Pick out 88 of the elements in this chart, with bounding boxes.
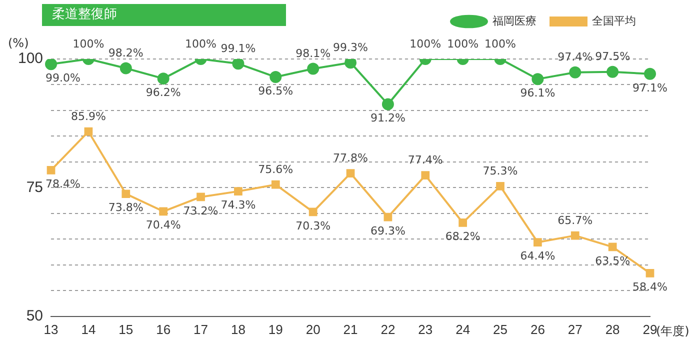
- data-label: 73.8%: [108, 201, 144, 214]
- data-label: 70.3%: [296, 219, 331, 232]
- data-label: 100%: [447, 37, 479, 50]
- x-tick-label: 14: [81, 322, 96, 337]
- data-label: 96.5%: [258, 84, 294, 98]
- data-label: 68.2%: [445, 230, 480, 244]
- x-tick-label: 17: [194, 322, 208, 337]
- point: [157, 72, 170, 85]
- data-label: 91.2%: [370, 112, 406, 125]
- chart-title: 柔道整復師: [42, 4, 286, 26]
- data-label: 97.1%: [632, 81, 668, 94]
- y-tick-label: 100: [18, 50, 44, 68]
- point: [644, 68, 656, 80]
- x-tick-label: 27: [568, 322, 582, 337]
- point: [346, 169, 355, 178]
- data-label: 65.7%: [558, 214, 593, 227]
- data-label: 99.1%: [220, 42, 256, 55]
- x-tick-label: 25: [493, 322, 508, 337]
- point: [382, 98, 394, 110]
- point: [46, 166, 56, 174]
- x-tick-label: 16: [156, 322, 171, 337]
- point: [234, 187, 242, 196]
- point: [344, 59, 357, 69]
- point: [646, 268, 654, 278]
- data-label: 97.4%: [558, 50, 593, 64]
- x-tick-label: 23: [418, 322, 433, 337]
- point: [496, 182, 504, 190]
- y-tick-label: 50: [26, 308, 44, 325]
- x-tick-label: 29: [642, 322, 658, 337]
- point: [307, 62, 320, 75]
- data-label: 78.4%: [46, 178, 81, 191]
- x-tick-label: 28: [605, 322, 620, 337]
- x-tick-label: 22: [380, 322, 396, 337]
- data-label: 96.2%: [146, 86, 181, 99]
- point: [534, 238, 542, 246]
- x-axis-title: (年度): [656, 323, 690, 340]
- legend-label: 全国平均: [592, 16, 636, 28]
- x-tick-label: 21: [343, 322, 358, 337]
- x-tick-label: 15: [118, 322, 134, 337]
- x-tick-label: 20: [306, 322, 320, 337]
- data-label: 98.2%: [108, 46, 144, 60]
- point: [570, 231, 580, 240]
- data-label: 100%: [72, 37, 104, 50]
- point: [270, 71, 282, 84]
- data-label: 73.2%: [183, 204, 218, 218]
- x-tick-label: 19: [268, 322, 283, 337]
- point: [384, 212, 392, 222]
- point: [608, 242, 617, 252]
- data-label: 75.6%: [258, 162, 294, 176]
- point: [532, 73, 544, 86]
- point: [196, 192, 205, 202]
- data-label: 100%: [484, 37, 516, 50]
- x-tick-label: 26: [530, 322, 545, 337]
- point: [606, 66, 619, 78]
- point: [458, 218, 468, 227]
- point: [120, 62, 132, 74]
- x-tick-label: 13: [44, 322, 58, 337]
- point: [45, 59, 58, 70]
- data-label: 77.8%: [333, 152, 368, 165]
- x-tick-label: 24: [456, 322, 470, 337]
- point: [569, 66, 582, 78]
- data-label: 58.4%: [632, 280, 668, 294]
- data-label: 100%: [410, 37, 442, 50]
- data-label: 99.3%: [333, 40, 368, 54]
- y-axis-title: (%): [8, 36, 29, 50]
- data-label: 96.1%: [520, 86, 556, 100]
- data-label: 85.9%: [70, 110, 106, 123]
- point: [159, 207, 168, 216]
- point: [232, 59, 244, 70]
- data-label: 69.3%: [370, 224, 406, 238]
- point: [271, 180, 280, 189]
- data-label: 77.4%: [408, 154, 443, 167]
- data-label: 98.1%: [296, 47, 331, 60]
- data-label: 70.4%: [146, 218, 181, 232]
- data-label: 63.5%: [595, 254, 630, 268]
- legend-label: 福岡医療: [492, 14, 536, 28]
- point: [421, 171, 430, 180]
- data-label: 97.5%: [595, 50, 630, 64]
- point: [122, 190, 130, 198]
- data-label: 75.3%: [482, 164, 518, 178]
- data-label: 74.3%: [220, 198, 256, 212]
- data-label: 99.0%: [46, 72, 81, 85]
- x-tick-label: 18: [230, 322, 246, 337]
- y-tick-label: 75: [26, 178, 44, 196]
- point: [308, 208, 318, 216]
- data-label: 64.4%: [520, 250, 556, 263]
- point: [84, 127, 93, 136]
- data-label: 100%: [185, 37, 216, 50]
